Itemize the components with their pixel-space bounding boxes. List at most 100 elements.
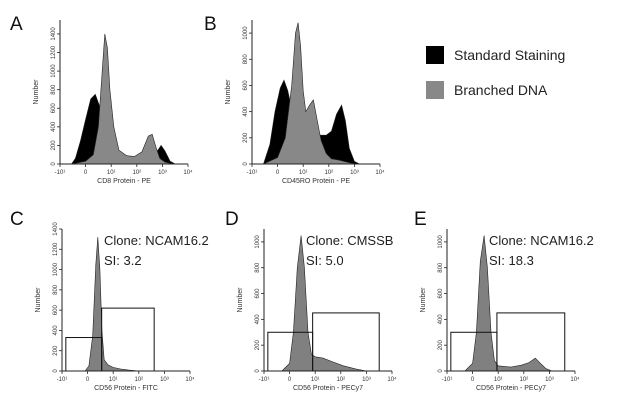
x-tick-label: 10² bbox=[134, 377, 143, 383]
y-tick-label: 400 bbox=[53, 325, 59, 336]
x-axis-title: CD56 Protein - PECy7 bbox=[293, 385, 363, 392]
y-tick-label: 200 bbox=[438, 340, 444, 351]
y-tick-label: 0 bbox=[53, 369, 59, 373]
histogram-series bbox=[263, 22, 358, 165]
y-tick-label: 0 bbox=[243, 162, 249, 166]
y-tick-label: 800 bbox=[243, 54, 249, 65]
y-tick-label: 800 bbox=[51, 84, 57, 95]
histogram-series bbox=[71, 33, 173, 165]
y-tick-label: 1400 bbox=[51, 27, 57, 41]
x-tick-label: 10⁴ bbox=[375, 169, 385, 176]
x-tick-label: 10¹ bbox=[109, 377, 118, 383]
clone-annotation: SI: 5.0 bbox=[306, 253, 344, 268]
x-tick-label: 10² bbox=[519, 377, 528, 383]
panel-C: C 0 200 400 600 800 1000 1200 1400 -10¹ 0 10¹ 10² 10³… bbox=[10, 209, 209, 392]
y-axis-title: Number bbox=[33, 79, 40, 105]
x-axis-title: CD8 Protein - PE bbox=[97, 178, 151, 185]
legend-swatch bbox=[426, 81, 444, 99]
x-tick-label: 10⁴ bbox=[387, 376, 397, 383]
x-tick-label: 10³ bbox=[362, 377, 371, 383]
y-tick-label: 1200 bbox=[53, 242, 59, 256]
legend-label: Standard Staining bbox=[454, 47, 565, 63]
legend-label: Branched DNA bbox=[454, 82, 548, 98]
x-tick-label: 10¹ bbox=[299, 170, 308, 176]
x-tick-label: 10⁴ bbox=[185, 376, 195, 383]
x-tick-label: -10¹ bbox=[55, 170, 66, 176]
x-tick-label: 10² bbox=[132, 170, 141, 176]
clone-annotation: Clone: NCAM16.2 bbox=[489, 233, 594, 248]
panel-B: B 0 200 400 600 800 1000 -10¹ 0 10¹ 10² 10³ 10⁴ CD45R… bbox=[204, 14, 385, 185]
histogram-series bbox=[281, 235, 367, 372]
panel-letter: A bbox=[10, 14, 23, 35]
y-tick-label: 200 bbox=[51, 140, 57, 151]
x-tick-label: -10¹ bbox=[259, 377, 270, 383]
y-tick-label: 1200 bbox=[51, 45, 57, 59]
y-tick-label: 400 bbox=[438, 314, 444, 325]
y-tick-label: 800 bbox=[53, 284, 59, 295]
x-tick-label: 10¹ bbox=[494, 377, 503, 383]
y-tick-label: 200 bbox=[255, 340, 261, 351]
y-tick-label: 1000 bbox=[438, 235, 444, 249]
y-tick-label: 400 bbox=[255, 314, 261, 325]
x-tick-label: 0 bbox=[288, 377, 292, 383]
x-tick-label: 10³ bbox=[350, 170, 359, 176]
y-tick-label: 0 bbox=[51, 162, 57, 166]
y-tick-label: 1000 bbox=[53, 262, 59, 276]
clone-annotation: Clone: NCAM16.2 bbox=[104, 233, 209, 248]
y-tick-label: 400 bbox=[243, 106, 249, 117]
panel-A: A 0 200 400 600 800 1000 1200 1400 -10¹ 0 10¹ 10² 10³… bbox=[10, 14, 193, 185]
y-tick-label: 0 bbox=[255, 369, 261, 373]
y-tick-label: 1000 bbox=[243, 26, 249, 40]
x-tick-label: 10⁴ bbox=[570, 376, 580, 383]
y-tick-label: 600 bbox=[255, 288, 261, 299]
y-axis-title: Number bbox=[420, 287, 427, 313]
y-axis-title: Number bbox=[237, 287, 244, 313]
y-tick-label: 1400 bbox=[53, 222, 59, 236]
x-axis-title: CD56 Protein - PECy7 bbox=[476, 385, 546, 392]
x-tick-label: 0 bbox=[471, 377, 475, 383]
x-tick-label: 0 bbox=[84, 170, 88, 176]
x-tick-label: 0 bbox=[276, 170, 280, 176]
clone-annotation: SI: 18.3 bbox=[489, 253, 534, 268]
x-tick-label: 10² bbox=[324, 170, 333, 176]
y-tick-label: 800 bbox=[255, 262, 261, 273]
x-tick-label: 10¹ bbox=[107, 170, 116, 176]
clone-annotation: Clone: CMSSB bbox=[306, 233, 393, 248]
panel-D: D 0 200 400 600 800 1000 -10¹ 0 10¹ 10² 10³ 10⁴ CD56 … bbox=[225, 209, 397, 392]
histogram-series bbox=[464, 235, 553, 372]
x-tick-label: 0 bbox=[86, 377, 90, 383]
panel-letter: B bbox=[204, 14, 217, 35]
x-tick-label: -10¹ bbox=[57, 377, 68, 383]
x-axis-title: CD45RO Protein - PE bbox=[282, 178, 350, 185]
x-tick-label: 10² bbox=[336, 377, 345, 383]
y-tick-label: 200 bbox=[243, 132, 249, 143]
legend: Standard Staining Branched DNA bbox=[426, 46, 565, 99]
y-tick-label: 400 bbox=[51, 121, 57, 132]
panel-letter: E bbox=[414, 209, 427, 230]
y-tick-label: 600 bbox=[53, 304, 59, 315]
clone-annotation: SI: 3.2 bbox=[104, 253, 142, 268]
x-tick-label: 10⁴ bbox=[183, 169, 193, 176]
y-tick-label: 600 bbox=[438, 288, 444, 299]
y-tick-label: 1000 bbox=[255, 235, 261, 249]
x-tick-label: -10¹ bbox=[442, 377, 453, 383]
x-tick-label: 10¹ bbox=[311, 377, 320, 383]
x-tick-label: 10³ bbox=[160, 377, 169, 383]
y-tick-label: 0 bbox=[438, 369, 444, 373]
y-tick-label: 200 bbox=[53, 345, 59, 356]
panel-letter: C bbox=[10, 209, 24, 230]
y-axis-title: Number bbox=[35, 287, 42, 313]
gate-rect bbox=[101, 307, 155, 372]
y-axis-title: Number bbox=[225, 79, 232, 105]
y-tick-label: 600 bbox=[243, 80, 249, 91]
legend-swatch bbox=[426, 46, 444, 64]
y-tick-label: 1000 bbox=[51, 64, 57, 78]
y-tick-label: 600 bbox=[51, 103, 57, 114]
y-tick-label: 800 bbox=[438, 262, 444, 273]
panel-letter: D bbox=[225, 209, 239, 230]
panel-E: E 0 200 400 600 800 1000 -10¹ 0 10¹ 10² 10³ 10⁴ CD56 … bbox=[414, 209, 594, 392]
x-axis-title: CD56 Protein - FITC bbox=[94, 385, 158, 392]
x-tick-label: -10¹ bbox=[247, 170, 258, 176]
x-tick-label: 10³ bbox=[158, 170, 167, 176]
